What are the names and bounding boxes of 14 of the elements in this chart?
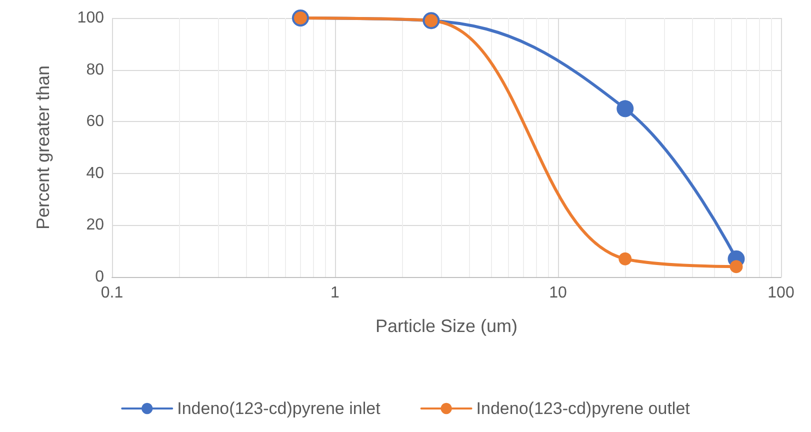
legend-label: Indeno(123-cd)pyrene inlet	[177, 399, 381, 418]
y-axis-title: Percent greater than	[33, 65, 53, 230]
x-axis-title: Particle Size (um)	[375, 316, 518, 336]
y-tick-label: 60	[86, 113, 104, 130]
y-tick-label: 100	[77, 10, 104, 26]
x-tick-label: 10	[549, 284, 567, 302]
legend-label: Indeno(123-cd)pyrene outlet	[476, 399, 690, 418]
y-tick-label: 40	[86, 164, 104, 182]
y-tick-label: 0	[95, 268, 104, 286]
x-tick-label: 1	[330, 284, 340, 302]
x-tick-label: 100	[768, 284, 794, 302]
y-tick-label: 80	[86, 61, 104, 78]
y-tick-label: 20	[86, 216, 104, 234]
x-tick-label: 0.1	[100, 284, 124, 302]
